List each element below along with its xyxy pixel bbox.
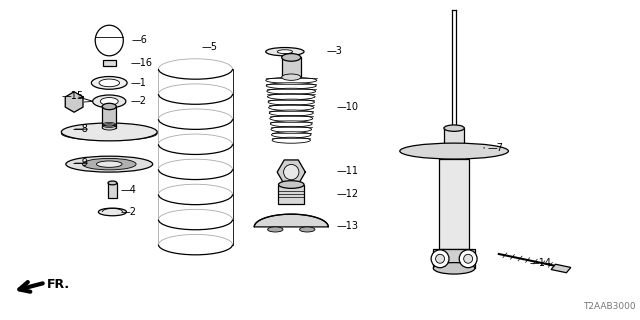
Text: T2AAB3000: T2AAB3000 — [584, 302, 636, 311]
Ellipse shape — [444, 125, 465, 131]
Ellipse shape — [270, 121, 312, 127]
Text: —1: —1 — [131, 78, 146, 88]
Ellipse shape — [268, 227, 283, 232]
Ellipse shape — [266, 77, 317, 83]
Text: —6: —6 — [132, 35, 147, 45]
Text: —8: —8 — [72, 124, 88, 134]
Ellipse shape — [93, 95, 126, 108]
Bar — [108, 183, 117, 197]
Ellipse shape — [269, 105, 314, 110]
Polygon shape — [277, 160, 305, 184]
Ellipse shape — [278, 181, 304, 188]
Polygon shape — [65, 92, 83, 112]
Ellipse shape — [61, 126, 157, 140]
Bar — [444, 128, 465, 150]
Bar — [282, 57, 301, 77]
Ellipse shape — [431, 250, 449, 268]
Ellipse shape — [266, 83, 316, 89]
Ellipse shape — [99, 208, 127, 216]
Text: —9: —9 — [72, 158, 88, 168]
Text: —3: —3 — [326, 46, 342, 56]
Ellipse shape — [102, 125, 116, 130]
Text: —5: —5 — [201, 42, 217, 52]
Text: —12: —12 — [337, 189, 359, 199]
Bar — [278, 185, 304, 204]
Ellipse shape — [277, 50, 292, 53]
Bar — [103, 60, 116, 66]
Text: —4: —4 — [121, 185, 136, 195]
Ellipse shape — [102, 103, 116, 110]
Ellipse shape — [271, 132, 311, 138]
Ellipse shape — [266, 48, 304, 56]
Ellipse shape — [444, 147, 465, 154]
Text: FR.: FR. — [47, 278, 70, 292]
Ellipse shape — [83, 158, 136, 170]
Bar — [440, 159, 468, 249]
Ellipse shape — [267, 88, 316, 94]
Ellipse shape — [271, 126, 312, 132]
Ellipse shape — [272, 137, 310, 143]
Bar — [433, 249, 475, 268]
Ellipse shape — [284, 164, 299, 180]
Ellipse shape — [268, 94, 315, 100]
Ellipse shape — [436, 254, 445, 263]
Ellipse shape — [61, 123, 157, 141]
Ellipse shape — [97, 161, 122, 167]
Text: —7: —7 — [487, 143, 503, 153]
Ellipse shape — [282, 74, 301, 80]
Text: —2: —2 — [131, 96, 147, 106]
Ellipse shape — [99, 79, 120, 87]
Ellipse shape — [92, 76, 127, 89]
Bar — [551, 264, 571, 273]
Text: —15: —15 — [62, 91, 84, 101]
Ellipse shape — [282, 53, 301, 61]
Ellipse shape — [300, 227, 315, 232]
Text: —10: —10 — [337, 102, 358, 112]
Ellipse shape — [270, 116, 313, 122]
Text: —14: —14 — [529, 258, 552, 268]
Text: —16: —16 — [131, 58, 152, 68]
Ellipse shape — [108, 181, 117, 185]
Text: —11: —11 — [337, 166, 358, 176]
Ellipse shape — [433, 263, 475, 274]
Ellipse shape — [400, 143, 508, 159]
Polygon shape — [400, 150, 508, 151]
Polygon shape — [254, 214, 328, 227]
Ellipse shape — [268, 99, 314, 105]
Ellipse shape — [66, 156, 153, 172]
Ellipse shape — [464, 254, 472, 263]
Text: —2: —2 — [121, 207, 137, 217]
Ellipse shape — [269, 110, 314, 116]
Ellipse shape — [100, 98, 118, 105]
Bar — [102, 107, 116, 127]
Ellipse shape — [460, 250, 477, 268]
Text: —13: —13 — [337, 221, 358, 231]
